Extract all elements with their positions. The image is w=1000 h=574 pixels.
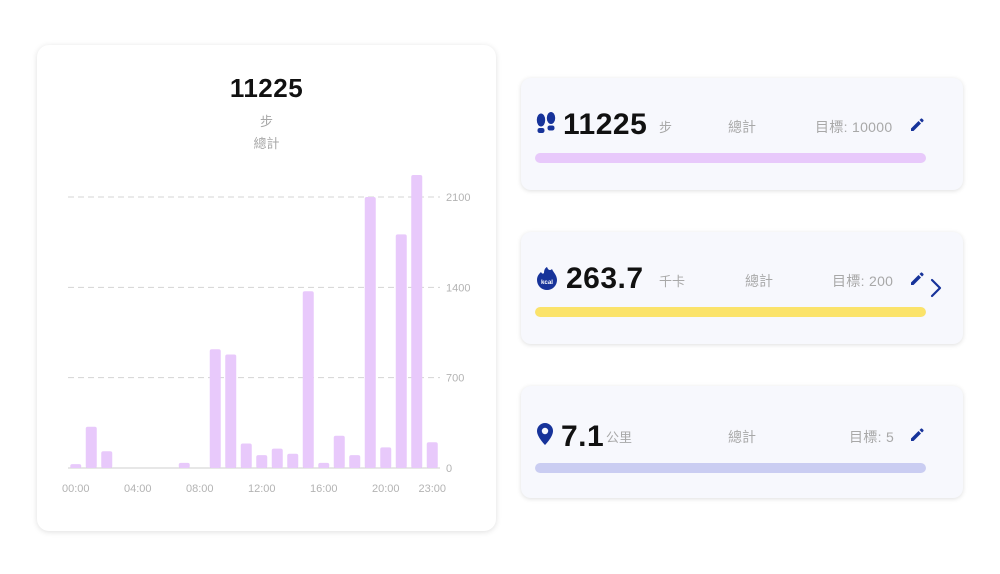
edit-pencil-icon[interactable] [909,427,925,443]
chart-bar [240,443,252,468]
distance-total-label: 總計 [728,429,756,445]
chart-bar [380,447,392,468]
chart-bar [70,464,82,468]
chart-total-unit: 步 [259,114,273,129]
steps-progress-bar [535,153,926,163]
edit-pencil-icon[interactable] [909,271,925,287]
calories-stat-card[interactable]: kcal 263.7 千卡 總計 目標: 200 [521,232,963,344]
y-tick-label: 2100 [446,192,470,204]
calories-goal: 目標: 200 [832,273,894,289]
chart-total-value: 11225 [229,73,304,103]
distance-value: 7.1 [561,420,605,453]
calories-unit: 千卡 [659,274,686,289]
chart-bar [256,455,268,468]
y-tick-label: 0 [446,463,452,475]
chart-bar [287,453,299,468]
chart-total-caption: 總計 [253,136,280,151]
distance-progress-fill [535,463,926,473]
chevron-right-icon[interactable] [929,278,943,298]
x-tick-label: 04:00 [124,483,152,495]
y-tick-label: 1400 [446,282,470,294]
edit-pencil-icon[interactable] [909,117,925,133]
footprints-icon [536,112,556,133]
steps-value: 11225 [563,108,648,141]
chart-bar [411,175,423,469]
x-tick-label: 00:00 [62,483,90,495]
steps-goal: 目標: 10000 [815,119,893,135]
steps-unit: 步 [659,120,673,135]
chart-bar [395,234,407,468]
steps-total-label: 總計 [728,119,756,135]
calories-value: 263.7 [566,262,644,295]
x-tick-label: 08:00 [186,483,214,495]
chart-bar [318,462,330,468]
chart-bar [225,354,237,468]
chart-bar [333,435,345,468]
chart-bar [101,451,113,468]
steps-stat-card[interactable]: 11225 步 總計 目標: 10000 [521,78,963,190]
location-pin-icon [537,423,553,445]
kcal-flame-icon: kcal [537,267,557,290]
x-tick-label: 12:00 [248,483,276,495]
calories-progress-fill [535,307,926,317]
distance-progress-bar [535,463,926,473]
svg-text:kcal: kcal [541,279,553,286]
chart-bar [209,349,221,468]
x-tick-label: 20:00 [372,483,400,495]
chart-bar [349,455,361,468]
distance-goal: 目標: 5 [849,429,895,445]
x-tick-label: 16:00 [310,483,338,495]
distance-stat-card[interactable]: 7.1 公里 總計 目標: 5 [521,386,963,498]
steps-progress-fill [535,153,926,163]
chart-bar [85,426,97,468]
chart-bar [178,462,190,468]
chart-bar [426,442,438,468]
calories-progress-bar [535,307,926,317]
chart-bar [364,197,376,468]
calories-total-label: 總計 [745,273,773,289]
x-tick-label: 23:00 [418,483,446,495]
y-tick-label: 700 [446,373,464,385]
hourly-steps-bar-chart: 2100 1400 700 0 00:00 04:00 08:00 12:00 16:00 20:… [62,175,470,495]
chart-bar [271,448,283,468]
distance-unit: 公里 [606,430,633,445]
hourly-steps-chart-card: 11225 步 總計 2100 1400 700 0 00:00 04:00 08:00 12… [37,45,496,531]
chart-bar [302,291,314,468]
